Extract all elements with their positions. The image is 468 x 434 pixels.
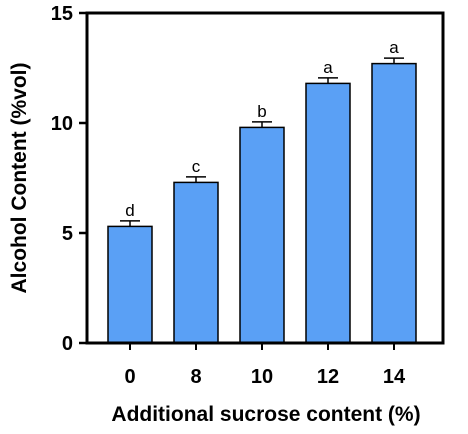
- y-tick-label-0: 0: [62, 333, 73, 355]
- significance-label-10: b: [257, 102, 266, 121]
- bar-10: [239, 126, 285, 344]
- error-bars-group: [120, 57, 404, 227]
- x-axis-title: Additional sucrose content (%): [111, 403, 420, 426]
- significance-label-14: a: [389, 38, 399, 57]
- axes-group: [85, 11, 445, 345]
- significance-label-0: d: [125, 201, 134, 220]
- bar-8: [173, 181, 219, 344]
- x-tick-label-0: 0: [124, 366, 135, 388]
- significance-label-12: a: [323, 58, 333, 77]
- x-tick-label-8: 8: [190, 366, 201, 388]
- x-ticks-group: 0 8 10 12 14: [124, 343, 406, 388]
- x-tick-label-10: 10: [251, 366, 273, 388]
- x-tick-label-12: 12: [317, 366, 339, 388]
- bar-0: [107, 225, 153, 344]
- y-tick-label-10: 10: [51, 113, 73, 135]
- y-tick-label-15: 15: [51, 3, 73, 25]
- y-axis-title: Alcohol Content (%vol): [8, 63, 31, 294]
- significance-label-8: c: [192, 157, 201, 176]
- bar-12: [305, 82, 351, 344]
- y-ticks-group: 0 5 10 15: [51, 3, 87, 355]
- significance-labels-group: d c b a a: [125, 38, 399, 220]
- x-tick-label-14: 14: [383, 366, 406, 388]
- y-tick-label-5: 5: [62, 223, 73, 245]
- bar-14: [371, 62, 417, 344]
